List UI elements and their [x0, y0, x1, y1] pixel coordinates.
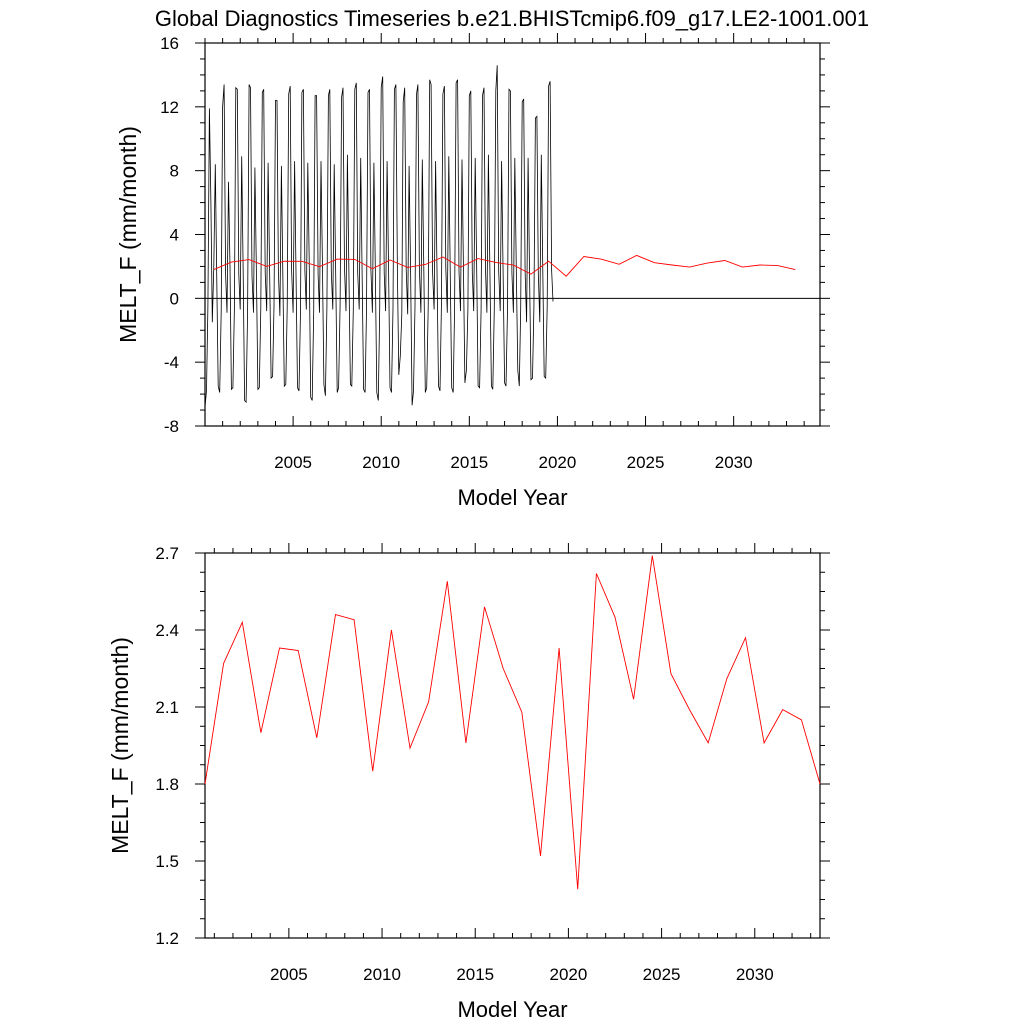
y-tick-label: 2.7: [155, 544, 179, 563]
y-tick-label: 1.5: [155, 852, 179, 871]
chart-title: Global Diagnostics Timeseries b.e21.BHIS…: [155, 6, 869, 31]
x-tick-label: 2020: [549, 965, 587, 984]
x-tick-label: 2010: [363, 965, 401, 984]
x-tick-label: 2030: [736, 965, 774, 984]
x-tick-label: 2015: [456, 965, 494, 984]
annual-mean-line: [204, 555, 821, 890]
y-tick-label: 2.4: [155, 621, 179, 640]
x-tick-label: 2005: [270, 965, 308, 984]
bottom-panel: 2005 2010 2015 2020 2025 2030 1.2 1.5 1.8 2.1 2.4 2…: [107, 543, 830, 1022]
y-axis-label: MELT_F (mm/month): [107, 637, 133, 854]
y-axis-label: MELT_F (mm/month): [115, 126, 141, 343]
y-tick-label: 1.8: [155, 775, 179, 794]
y-tick-label: 4: [170, 226, 179, 245]
y-tick-label: 1.2: [155, 929, 179, 948]
x-tick-label: 2025: [643, 965, 681, 984]
y-tick-label: 16: [160, 34, 179, 53]
x-tick-label: 2005: [274, 453, 312, 472]
y-tick-label: 12: [160, 98, 179, 117]
x-tick-label: 2025: [627, 453, 665, 472]
y-tick-label: -8: [164, 417, 179, 436]
x-tick-label: 2010: [362, 453, 400, 472]
y-tick-label: 2.1: [155, 698, 179, 717]
plot-frame: [204, 552, 821, 939]
y-tick-label: 0: [170, 289, 179, 308]
monthly-series-line: [204, 65, 554, 407]
x-tick-label: 2020: [539, 453, 577, 472]
y-tick-label: 8: [170, 162, 179, 181]
x-tick-label: 2030: [715, 453, 753, 472]
x-tick-label: 2015: [450, 453, 488, 472]
x-axis-label: Model Year: [457, 997, 567, 1022]
annual-mean-line: [213, 254, 796, 277]
y-tick-label: -4: [164, 353, 179, 372]
top-panel: 2005 2010 2015 2020 2025 2030 -8 -4 0 4 8 12 16 Model…: [115, 33, 830, 510]
x-axis-label: Model Year: [457, 485, 567, 510]
